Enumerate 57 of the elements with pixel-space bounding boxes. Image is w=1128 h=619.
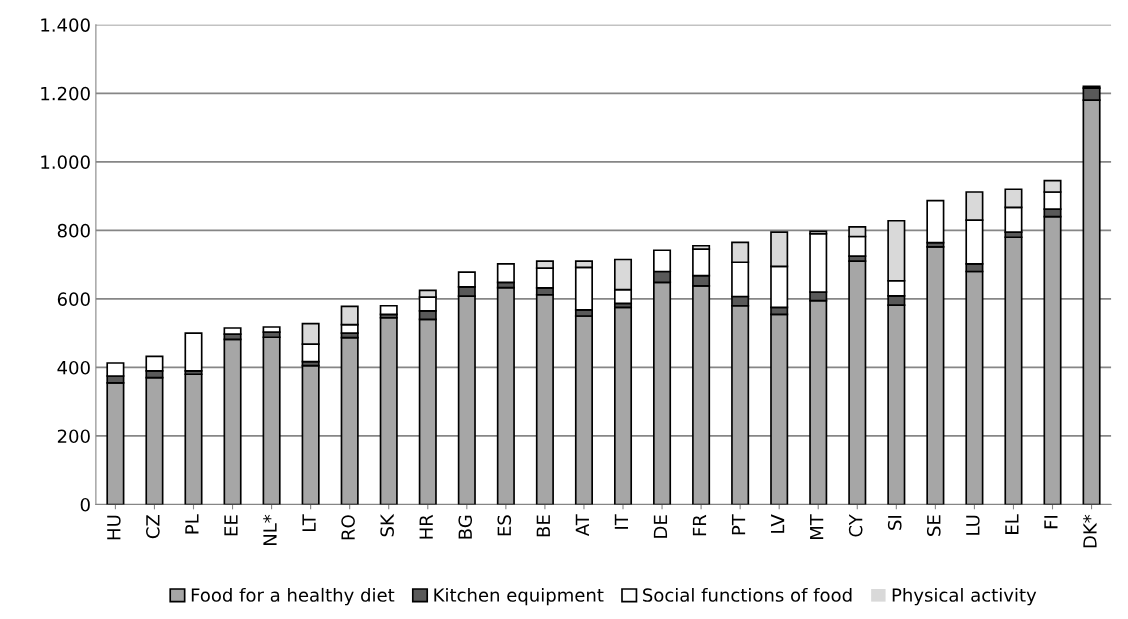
bar [301,364,320,505]
bar [926,245,945,505]
bar [223,327,242,336]
y-tick-label: 800 [57,223,90,238]
x-tick-label: SI [887,515,902,530]
x-tick-label: SK [380,513,394,537]
x-tick-label: EL [1005,514,1019,534]
bar [1004,236,1023,505]
x-tick-label: LU [966,515,980,535]
legend-label: Physical activity [892,587,1037,606]
x-tick-label: RO [341,515,355,540]
bar [379,304,398,316]
x-tick-label: BE [536,515,550,537]
bar [223,338,242,505]
bar [535,293,554,505]
x-tick-label: AT [575,514,589,537]
x-tick-label: ES [497,515,512,536]
x-tick-label: PT [731,514,746,535]
x-tick-label: BG [458,515,473,539]
x-tick-label: EE [224,515,238,536]
y-tick-label: 400 [57,360,90,375]
y-tick-label: 600 [57,292,90,307]
bar [145,376,164,505]
y-tick-label: 1.400 [41,18,90,32]
legend-label: Food for a healthy diet [191,587,395,606]
x-tick-label: LT [302,514,316,532]
bar [379,316,398,505]
x-tick-label: SE [926,515,941,536]
x-tick-label: HR [419,514,433,539]
x-tick-label: FI [1044,515,1058,529]
y-tick-label: 1.000 [41,155,90,169]
y-tick-label: 1.200 [41,86,90,101]
bar [613,306,633,505]
bar [184,373,203,505]
x-tick-label: PL [185,514,199,534]
legend-label: Social functions of food [643,587,852,602]
x-tick-label: FR [692,514,707,536]
y-tick-label: 200 [57,429,90,444]
bar [496,286,515,505]
legend-label: Kitchen equipment [434,587,604,606]
x-tick-label: CZ [146,515,160,539]
bar [340,336,359,505]
y-tick-label: 0 [80,497,90,512]
x-tick-label: MT [810,514,824,540]
bar [574,315,593,505]
x-tick-label: DE [653,515,668,538]
x-tick-label: CY [848,514,863,537]
bar [496,263,515,284]
bar [926,199,945,244]
x-tick-label: NL* [263,514,277,546]
x-tick-label: HU [107,515,121,540]
bar [184,332,203,372]
x-tick-label: LV [771,514,785,533]
bar [848,260,867,505]
x-tick-label: DK* [1083,514,1097,548]
x-tick-label: IT [614,514,628,529]
bar [262,336,281,505]
